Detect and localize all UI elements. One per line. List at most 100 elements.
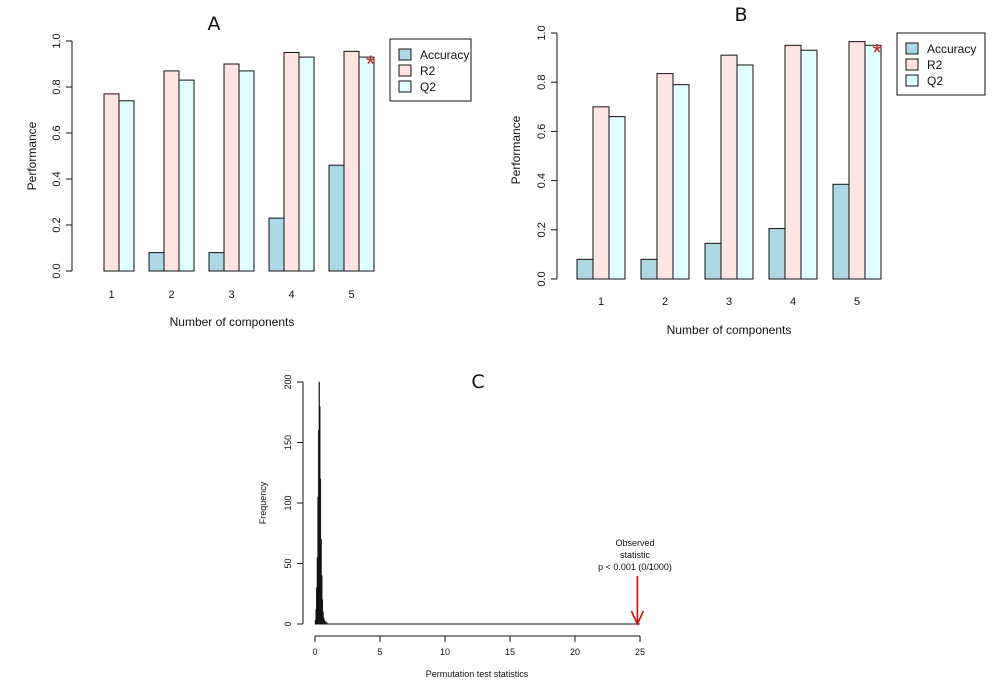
x-tick-label: 4: [790, 296, 796, 308]
x-tick-label: 10: [440, 647, 450, 657]
y-tick-label: 0: [283, 621, 293, 626]
legend-swatch-accuracy: [398, 48, 412, 61]
y-tick-label: 100: [283, 495, 293, 510]
panel-b-title: B: [734, 4, 747, 26]
bar-r2-5: [343, 50, 360, 272]
panel-a-y-axis-label: Performance: [25, 121, 39, 190]
y-tick-label: 150: [283, 435, 293, 450]
x-tick-label: 25: [635, 647, 645, 657]
panel-b-legend: Accuracy R2 Q2: [896, 32, 986, 96]
y-tick-label: 0.2: [536, 222, 548, 237]
bar-accuracy-3: [704, 242, 722, 280]
y-tick-label: 0.8: [536, 75, 548, 90]
observed-label-line-1: Observed: [615, 538, 654, 548]
panel-a-x-tick-labels: 1 2 3 4 5: [108, 289, 354, 301]
x-tick-label: 5: [377, 647, 382, 657]
panel-b: B Performance Number of components 0.00.…: [509, 4, 986, 337]
bar-r2-3: [720, 54, 738, 280]
y-tick-label: 0.2: [51, 217, 63, 232]
x-tick-label: 4: [288, 289, 294, 301]
bar-q2-4: [800, 49, 818, 280]
bar-r2-5: [848, 41, 866, 280]
legend-swatch-r2: [905, 58, 919, 71]
bar-q2-4: [298, 56, 315, 272]
bar-q2-1: [608, 116, 626, 280]
panel-c-observed-annotation: Observed statistic p < 0.001 (0/1000): [598, 538, 672, 626]
bar-q2-3: [736, 64, 754, 280]
legend-label-q2: Q2: [927, 74, 943, 88]
panel-c-y-ticks: 0 50 100 150 200: [283, 374, 303, 627]
x-tick-label: 20: [570, 647, 580, 657]
observed-label-line-2: statistic: [620, 550, 651, 560]
panel-c-x-ticks: 0 5 10 15 20 25: [312, 636, 645, 657]
panel-b-y-ticks: 0.0 0.2 0.4 0.6 0.8 1.0: [536, 25, 557, 287]
bar-q2-5: [358, 56, 375, 272]
x-tick-label: 1: [598, 296, 604, 308]
panel-a-x-axis-label: Number of components: [170, 315, 295, 329]
bar-q2-2: [672, 84, 690, 280]
panel-b-bars: [576, 41, 882, 280]
bar-r2-4: [283, 52, 300, 272]
bar-accuracy-2: [640, 258, 658, 280]
legend-swatch-r2: [398, 64, 412, 77]
y-tick-label: 50: [283, 558, 293, 568]
y-tick-label: 0.4: [536, 173, 548, 188]
bar-q2-5: [864, 44, 882, 280]
y-tick-label: 0.8: [51, 79, 63, 94]
legend-swatch-q2: [398, 80, 412, 93]
y-tick-label: 0.6: [536, 124, 548, 139]
x-tick-label: 2: [662, 296, 668, 308]
panel-a-y-ticks: 0.0 0.2 0.4 0.6 0.8 1.0: [51, 33, 72, 279]
bar-r2-2: [656, 73, 674, 280]
bar-r2-1: [592, 106, 610, 280]
x-tick-label: 3: [228, 289, 234, 301]
panel-c-histogram-bars: [314, 381, 328, 625]
x-tick-label: 1: [108, 289, 114, 301]
histogram-bar: [326, 622, 328, 625]
bar-r2-2: [163, 70, 180, 272]
panel-c-title: C: [471, 371, 484, 393]
y-tick-label: 0.0: [51, 263, 63, 278]
bar-accuracy-5: [832, 183, 850, 280]
panel-a-star-marker: *: [366, 51, 375, 78]
panel-a-legend: Accuracy R2 Q2: [389, 38, 472, 102]
x-tick-label: 15: [505, 647, 515, 657]
y-tick-label: 1.0: [536, 25, 548, 40]
panel-b-x-tick-labels: 1 2 3 4 5: [598, 296, 860, 308]
legend-swatch-q2: [905, 74, 919, 87]
panel-b-star-marker: *: [872, 39, 881, 66]
legend-label-r2: R2: [927, 58, 943, 72]
bar-accuracy-1: [576, 258, 594, 280]
bar-r2-3: [223, 63, 240, 272]
legend-label-accuracy: Accuracy: [420, 48, 469, 62]
bar-accuracy-5: [328, 164, 345, 272]
x-tick-label: 5: [854, 296, 860, 308]
legend-swatch-accuracy: [905, 42, 919, 55]
panel-c-x-axis-label: Permutation test statistics: [426, 669, 529, 679]
bar-q2-2: [178, 79, 195, 272]
y-tick-label: 0.0: [536, 271, 548, 286]
bar-r2-4: [784, 44, 802, 280]
panel-a-title: A: [208, 13, 221, 35]
legend-label-accuracy: Accuracy: [927, 42, 976, 56]
panel-c-y-axis-label: Frequency: [258, 481, 268, 524]
x-tick-label: 0: [312, 647, 317, 657]
x-tick-label: 3: [726, 296, 732, 308]
panel-c: C Frequency Permutation test statistics …: [258, 371, 672, 679]
y-tick-label: 0.4: [51, 171, 63, 186]
x-tick-label: 2: [168, 289, 174, 301]
legend-label-r2: R2: [420, 64, 436, 78]
bar-q2-1: [118, 100, 135, 272]
bar-accuracy-4: [268, 217, 285, 272]
y-tick-label: 200: [283, 374, 293, 389]
bar-r2-1: [103, 93, 120, 272]
panel-a-bars: [103, 50, 375, 272]
y-tick-label: 0.6: [51, 125, 63, 140]
legend-label-q2: Q2: [420, 80, 436, 94]
observed-arrow-head: [630, 610, 645, 626]
bar-accuracy-2: [148, 252, 165, 272]
x-tick-label: 5: [348, 289, 354, 301]
bar-q2-3: [238, 70, 255, 272]
y-tick-label: 1.0: [51, 33, 63, 48]
